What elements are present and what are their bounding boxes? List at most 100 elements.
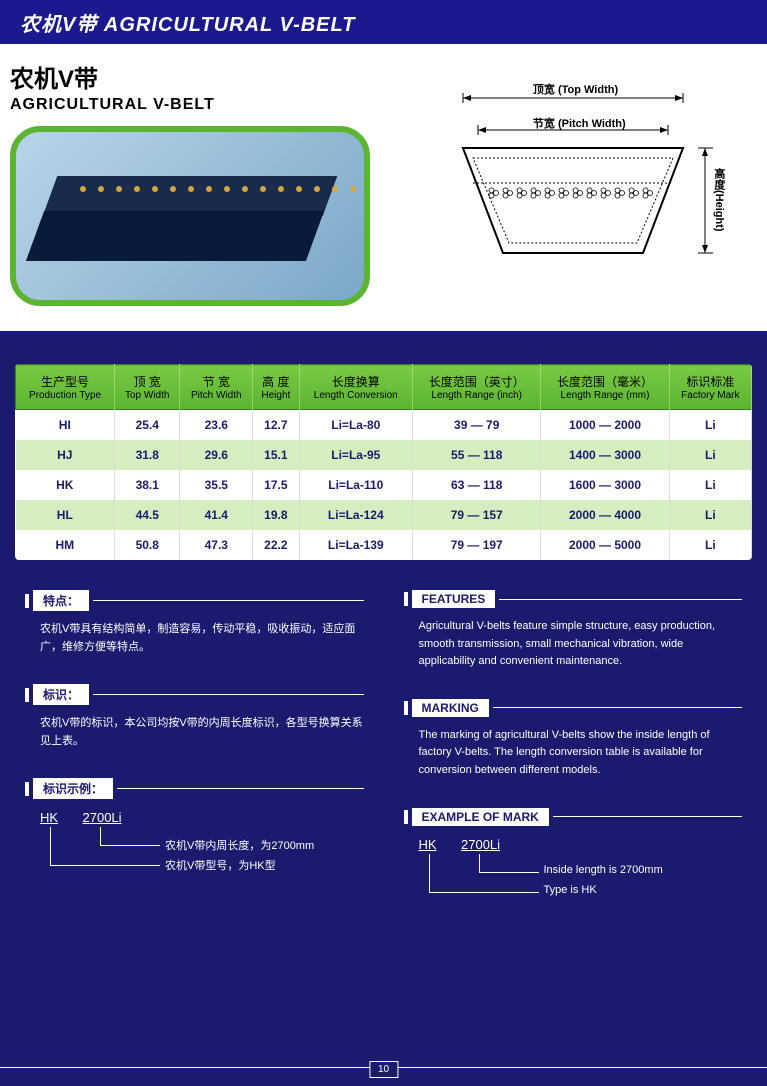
features-cn: 特点： 农机V带具有结构简单，制造容易，传动平稳，吸收振动，适应面广，维修方便等… [25, 590, 364, 656]
table-cell: 22.2 [253, 530, 299, 560]
features-text-en: Agricultural V-belts feature simple stru… [404, 618, 743, 671]
info-col-cn: 特点： 农机V带具有结构简单，制造容易，传动平稳，吸收振动，适应面广，维修方便等… [25, 590, 364, 944]
table-cell: Li=La-110 [299, 470, 413, 500]
mark-label2-cn: 农机V带型号，为HK型 [165, 857, 276, 873]
table-header-cell: 高 度Height [253, 365, 299, 410]
vbelt-svg [433, 73, 733, 303]
table-cell: Li=La-124 [299, 500, 413, 530]
table-cell: Li=La-95 [299, 440, 413, 470]
product-panel: 农机V带 AGRICULTURAL V-BELT [0, 44, 399, 331]
marking-text-en: The marking of agricultural V-belts show… [404, 727, 743, 780]
product-image [10, 126, 370, 306]
table-cell: Li [669, 440, 751, 470]
label-height: 高度(Height) [711, 168, 727, 232]
table-cell: 55 — 118 [413, 440, 541, 470]
table-header-cell: 长度范围（毫米）Length Range (mm) [541, 365, 669, 410]
table-cell: Li [669, 500, 751, 530]
table-header-cell: 生产型号Production Type [16, 365, 115, 410]
marking-cn: 标识： 农机V带的标识，本公司均按V带的内周长度标识，各型号换算关系见上表。 [25, 684, 364, 750]
table-cell: 38.1 [115, 470, 180, 500]
table-cell: 1400 — 3000 [541, 440, 669, 470]
table-header: 生产型号Production Type顶 宽Top Width节 宽Pitch … [16, 365, 752, 410]
table-header-cell: 顶 宽Top Width [115, 365, 180, 410]
table-cell: 47.3 [180, 530, 253, 560]
table-header-cell: 长度换算Length Conversion [299, 365, 413, 410]
label-pitch-width: 节宽 (Pitch Width) [533, 115, 626, 131]
table-cell: Li [669, 530, 751, 560]
mark-label1-en: Inside length is 2700mm [544, 864, 663, 876]
example-heading-en: EXAMPLE OF MARK [412, 808, 549, 826]
header-title: 农机V带 AGRICULTURAL V-BELT [20, 8, 355, 37]
diagram-panel: 顶宽 (Top Width) 节宽 (Pitch Width) 高度(Heigh… [399, 44, 767, 331]
code1-cn: HK [40, 810, 58, 825]
info-col-en: FEATURES Agricultural V-belts feature si… [404, 590, 743, 944]
table-row: HJ31.829.615.1Li=La-9555 — 1181400 — 300… [16, 440, 752, 470]
table-cell: HJ [16, 440, 115, 470]
table-cell: Li [669, 410, 751, 441]
table-row: HI25.423.612.7Li=La-8039 — 791000 — 2000… [16, 410, 752, 441]
mark-label1-cn: 农机V带内周长度，为2700mm [165, 837, 314, 853]
table-cell: Li=La-139 [299, 530, 413, 560]
code1-en: HK [419, 837, 437, 852]
table-cell: HK [16, 470, 115, 500]
marking-heading-cn: 标识： [33, 684, 89, 705]
page-number: 10 [369, 1061, 398, 1078]
marking-en: MARKING The marking of agricultural V-be… [404, 699, 743, 780]
table-row: HM50.847.322.2Li=La-13979 — 1972000 — 50… [16, 530, 752, 560]
example-heading-cn: 标识示例： [33, 778, 113, 799]
mark-label2-en: Type is HK [544, 884, 597, 896]
table-cell: 25.4 [115, 410, 180, 441]
table-cell: 35.5 [180, 470, 253, 500]
code2-en: 2700Li [461, 837, 500, 852]
features-text-cn: 农机V带具有结构简单，制造容易，传动平稳，吸收振动，适应面广，维修方便等特点。 [25, 621, 364, 656]
table-cell: 63 — 118 [413, 470, 541, 500]
example-cn: 标识示例： HK 2700Li 农机V带内周长度，为2700mm 农机V带型号，… [25, 778, 364, 889]
table-cell: HM [16, 530, 115, 560]
features-en: FEATURES Agricultural V-belts feature si… [404, 590, 743, 671]
example-en: EXAMPLE OF MARK HK 2700Li Inside length … [404, 808, 743, 916]
table-cell: 31.8 [115, 440, 180, 470]
top-section: 农机V带 AGRICULTURAL V-BELT [0, 44, 767, 334]
table-cell: HI [16, 410, 115, 441]
spec-table: 生产型号Production Type顶 宽Top Width节 宽Pitch … [15, 364, 752, 560]
table-cell: 15.1 [253, 440, 299, 470]
marking-text-cn: 农机V带的标识，本公司均按V带的内周长度标识，各型号换算关系见上表。 [25, 715, 364, 750]
table-cell: 50.8 [115, 530, 180, 560]
table-header-cell: 标识标准Factory Mark [669, 365, 751, 410]
header-bar: 农机V带 AGRICULTURAL V-BELT [0, 0, 767, 44]
info-section: 特点： 农机V带具有结构简单，制造容易，传动平稳，吸收振动，适应面广，维修方便等… [0, 570, 767, 964]
table-row: HL44.541.419.8Li=La-12479 — 1572000 — 40… [16, 500, 752, 530]
product-title-en: AGRICULTURAL V-BELT [10, 96, 389, 114]
belt-illustration [50, 166, 330, 266]
table-cell: 29.6 [180, 440, 253, 470]
table-header-cell: 长度范围（英寸）Length Range (inch) [413, 365, 541, 410]
table-cell: 1000 — 2000 [541, 410, 669, 441]
table-cell: 1600 — 3000 [541, 470, 669, 500]
table-cell: HL [16, 500, 115, 530]
table-cell: 44.5 [115, 500, 180, 530]
table-section: 生产型号Production Type顶 宽Top Width节 宽Pitch … [0, 334, 767, 570]
marking-heading-en: MARKING [412, 699, 489, 717]
table-cell: 19.8 [253, 500, 299, 530]
mark-example-en: HK 2700Li Inside length is 2700mm Type i… [404, 836, 743, 916]
table-cell: 23.6 [180, 410, 253, 441]
features-heading-en: FEATURES [412, 590, 496, 608]
table-row: HK38.135.517.5Li=La-11063 — 1181600 — 30… [16, 470, 752, 500]
table-cell: 79 — 157 [413, 500, 541, 530]
table-header-cell: 节 宽Pitch Width [180, 365, 253, 410]
spec-table-wrapper: 生产型号Production Type顶 宽Top Width节 宽Pitch … [15, 364, 752, 560]
table-cell: 39 — 79 [413, 410, 541, 441]
features-heading-cn: 特点： [33, 590, 89, 611]
mark-example-cn: HK 2700Li 农机V带内周长度，为2700mm 农机V带型号，为HK型 [25, 809, 364, 889]
table-cell: 2000 — 4000 [541, 500, 669, 530]
label-top-width: 顶宽 (Top Width) [533, 81, 618, 97]
table-cell: Li [669, 470, 751, 500]
table-cell: 2000 — 5000 [541, 530, 669, 560]
cross-section-diagram: 顶宽 (Top Width) 节宽 (Pitch Width) 高度(Heigh… [433, 73, 733, 303]
table-cell: 41.4 [180, 500, 253, 530]
table-cell: Li=La-80 [299, 410, 413, 441]
product-title-cn: 农机V带 [10, 59, 389, 94]
table-cell: 12.7 [253, 410, 299, 441]
table-cell: 79 — 197 [413, 530, 541, 560]
code2-cn: 2700Li [83, 810, 122, 825]
